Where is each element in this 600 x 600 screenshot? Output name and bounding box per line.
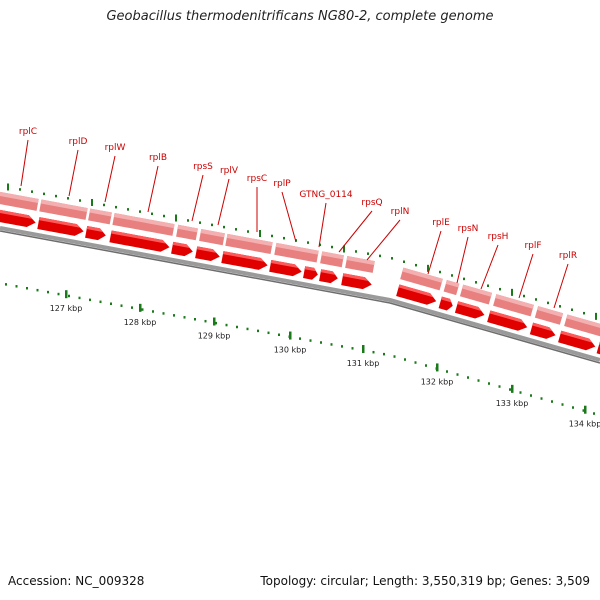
scale-major-tick <box>65 290 68 299</box>
scale-major-tick <box>213 317 216 326</box>
gene-strip-segment <box>274 242 319 263</box>
scale-labels: 127 kbp 128 kbp 129 kbp 130 kbp 131 kbp 132 k… <box>50 304 600 429</box>
gene-arrow <box>319 269 338 284</box>
scale-tick-label: 128 kbp <box>124 318 157 327</box>
gene-strip-segment <box>176 224 198 241</box>
scale-major-tick <box>436 363 439 372</box>
gene-arrow <box>0 209 36 228</box>
gene-strip-segment <box>459 284 493 305</box>
gene-label-leader <box>480 244 499 290</box>
gene-arrow <box>438 296 453 311</box>
upper-minor-ticks <box>7 183 597 320</box>
gene-label-leader <box>191 174 204 222</box>
gene-label-leader <box>318 202 327 248</box>
genome-backbone <box>0 226 600 364</box>
gene-label-leader <box>104 155 116 203</box>
gene-strip-segment <box>400 267 443 291</box>
scale-tick-label: 127 kbp <box>50 304 83 313</box>
gene-arrow <box>341 273 372 290</box>
gene-arrow <box>303 266 318 280</box>
gene-label-leader <box>68 149 79 197</box>
gene-label: rplW <box>105 143 126 153</box>
scale-tick-label: 132 kbp <box>421 377 454 386</box>
gene-label: rpsN <box>458 224 479 234</box>
gene-arrow <box>109 230 170 252</box>
scale-tick-label: 134 kbp <box>569 420 600 429</box>
gene-label: GTNG_0114 <box>299 190 353 200</box>
map-title: Geobacillus thermodenitrificans NG80-2, … <box>106 9 494 24</box>
gene-label: rplN <box>391 207 410 217</box>
gene-label: rplV <box>220 166 239 176</box>
gene-strip-segment <box>564 314 600 337</box>
scale-tick-label: 129 kbp <box>198 332 231 341</box>
gene-arrow <box>396 284 437 305</box>
gene-label: rplE <box>432 218 450 228</box>
gene-strip-segment <box>345 256 375 273</box>
gene-arrow <box>529 322 556 339</box>
gene-arrow <box>195 246 220 262</box>
gene-label: rplC <box>19 127 37 137</box>
gene-arrow <box>558 330 596 351</box>
scale-major-tick <box>289 331 292 340</box>
gene-label-leader <box>147 165 159 213</box>
scale-tick-label: 131 kbp <box>347 359 380 368</box>
gene-label-leader <box>456 236 469 284</box>
gene-label: rplR <box>559 251 577 261</box>
accession-text: Accession: NC_009328 <box>8 574 145 588</box>
gene-arrow <box>221 251 268 270</box>
scale-major-tick <box>362 345 365 354</box>
gene-label: rplB <box>149 153 167 163</box>
gene-strip-segment <box>0 191 39 211</box>
gene-strip-segment <box>443 280 460 296</box>
gene-strip-segment <box>112 213 175 236</box>
gene-arrow <box>85 226 106 241</box>
gene-strip-segment <box>534 306 564 325</box>
gene-arrow <box>269 259 302 277</box>
gene-arrow <box>37 217 84 236</box>
scale-major-tick <box>511 384 514 393</box>
gene-label: rpsS <box>193 162 213 172</box>
gene-strip-segment <box>320 251 344 268</box>
scale-major-tick <box>584 405 587 414</box>
gene-label-leader <box>553 263 569 309</box>
gene-strip-segment <box>225 233 273 255</box>
gene-label-leader <box>217 178 230 226</box>
scale-major-ticks <box>65 290 587 414</box>
gene-label-leader <box>366 219 401 261</box>
gene-label-leader <box>338 210 373 253</box>
gene-label: rplP <box>273 179 291 189</box>
gene-label: rpsQ <box>361 198 382 208</box>
gene-label-leader <box>281 191 297 243</box>
gene-strip-segment <box>39 199 88 220</box>
gene-arrow <box>596 341 600 356</box>
gene-strip-segment <box>493 294 534 317</box>
gene-label-leader <box>518 253 534 299</box>
gene-label: rpsH <box>488 232 509 242</box>
scale-major-tick <box>139 303 142 312</box>
gene-label: rplF <box>524 241 541 251</box>
gene-label-leader <box>427 230 442 275</box>
gene-arrow <box>487 310 528 331</box>
scale-tick-label: 130 kbp <box>274 346 307 355</box>
gene-arrow <box>454 301 485 319</box>
gene-strip-segment <box>88 208 112 225</box>
gene-label: rpsC <box>247 174 267 184</box>
genome-summary-text: Topology: circular; Length: 3,550,319 bp… <box>260 574 590 588</box>
gene-labels: rplC rplD rplW rplB rpsS rplV rpsC rplP GTNG_011… <box>19 127 577 309</box>
gene-strip-track <box>0 191 600 337</box>
gene-label: rplD <box>69 137 88 147</box>
gene-arrow <box>171 241 193 257</box>
gene-strip-segment <box>199 229 225 246</box>
scale-tick-label: 133 kbp <box>496 399 529 408</box>
gene-label-leader <box>20 139 29 187</box>
